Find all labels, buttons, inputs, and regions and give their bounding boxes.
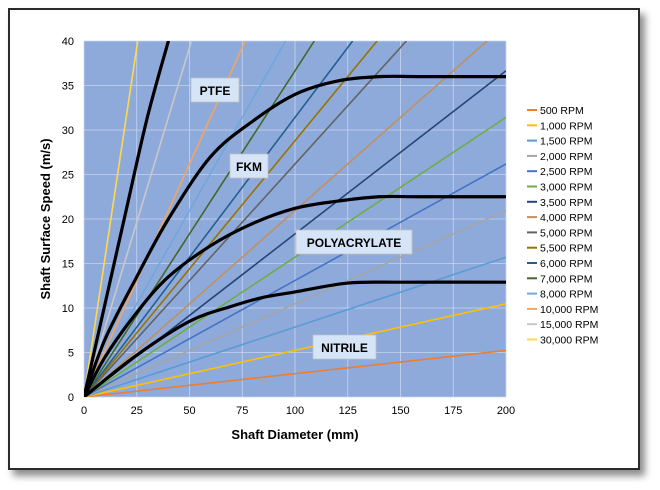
limit-curve [84,74,506,397]
x-tick-label: 175 [444,405,462,417]
series-line [84,209,506,397]
y-tick-label: 15 [62,259,74,271]
legend-label: 1,000 RPM [540,120,593,132]
chart-svg: 0 5 10 15 20 25 30 35 40 0 25 50 75 100 125 150 175 200 Sh… [38,36,598,442]
series-line [84,41,378,397]
legend-label: 30,000 RPM [540,335,598,347]
legend-label: 5,000 RPM [540,227,593,239]
annotation-ptfe: PTFE [190,77,240,103]
legend-item: 5,500 RPM [527,243,593,255]
legend-item: 7,000 RPM [527,273,593,285]
y-tick-label: 10 [62,303,74,315]
y-tick-label: 30 [62,125,74,137]
legend-label: 15,000 RPM [540,319,598,331]
legend-item: 5,000 RPM [527,227,593,239]
series-line [84,41,139,397]
limit-curve [84,280,506,397]
series-line [84,116,506,397]
series-line [84,41,354,397]
x-tick-label: 100 [286,405,304,417]
x-tick-label: 75 [236,405,248,417]
series-line [84,41,193,397]
x-tick-label: 25 [131,405,143,417]
legend-item: 6,000 RPM [527,258,593,270]
series-line [84,163,506,397]
annotation-box [229,153,269,179]
annotation-nitrile: NITRILE [312,334,377,360]
legend-item: 1,000 RPM [527,120,593,132]
legend-item: 30,000 RPM [527,335,598,347]
legend-label: 500 RPM [540,105,584,117]
y-tick-label: 25 [62,170,74,182]
annotation-fkm: FKM [229,153,269,179]
y-tick-label: 40 [62,36,74,48]
legend-item: 15,000 RPM [527,319,598,331]
legend-item: 3,500 RPM [527,197,593,209]
legend-label: 2,500 RPM [540,166,593,178]
series-group [84,41,506,397]
limit-curve [84,194,506,397]
annotation-label: NITRILE [321,341,368,355]
legend-item: 10,000 RPM [527,304,598,316]
annotation-label: POLYACRYLATE [307,236,401,250]
series-line [84,41,488,397]
x-tick-label: 200 [497,405,515,417]
x-tick-label: 150 [391,405,409,417]
x-tick-label: 50 [183,405,195,417]
legend-label: 6,000 RPM [540,258,593,270]
series-line [84,41,315,397]
annotation-box [295,229,413,255]
legend-label: 8,000 RPM [540,289,593,301]
y-tick-label: 20 [62,214,74,226]
legend-label: 3,500 RPM [540,197,593,209]
y-tick-label: 35 [62,81,74,93]
y-axis-title: Shaft Surface Speed (m/s) [38,138,53,299]
legend-item: 2,500 RPM [527,166,593,178]
annotation-label: PTFE [200,84,231,98]
legend-label: 10,000 RPM [540,304,598,316]
legend-label: 2,000 RPM [540,151,593,163]
annotation-box [312,334,377,360]
y-tick-label: 0 [68,392,74,404]
legend-label: 1,500 RPM [540,136,593,148]
series-line [84,303,506,397]
legend-item: 2,000 RPM [527,151,593,163]
annotation-polyacrylate: POLYACRYLATE [295,229,413,255]
legend-item: 4,000 RPM [527,212,593,224]
y-tick-label: 5 [68,348,74,360]
annotation-box [190,77,240,103]
series-line [84,256,506,397]
legend-label: 4,000 RPM [540,212,593,224]
legend-label: 3,000 RPM [540,182,593,194]
legend-item: 500 RPM [527,105,584,117]
x-axis-title: Shaft Diameter (mm) [231,427,358,442]
legend-item: 8,000 RPM [527,289,593,301]
legend-label: 7,000 RPM [540,273,593,285]
legend-label: 5,500 RPM [540,243,593,255]
legend-item: 3,000 RPM [527,182,593,194]
series-line [84,349,506,397]
x-tick-label: 0 [81,405,87,417]
annotation-label: FKM [236,160,262,174]
series-line [84,41,407,397]
legend-item: 1,500 RPM [527,136,593,148]
limit-curve [84,41,170,397]
x-tick-label: 125 [339,405,357,417]
chart-frame: 0 5 10 15 20 25 30 35 40 0 25 50 75 100 125 150 175 200 Sh… [8,8,640,470]
